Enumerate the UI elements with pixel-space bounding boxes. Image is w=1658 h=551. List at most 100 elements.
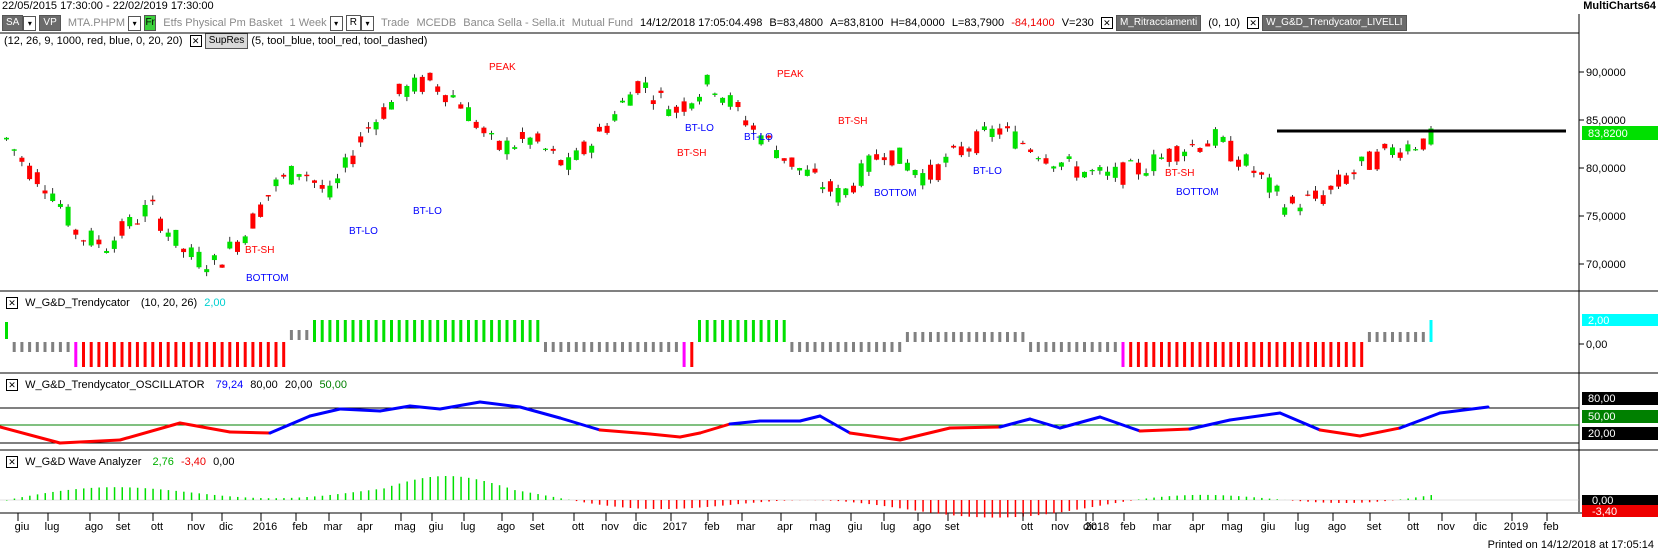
wave-bar [67, 489, 70, 500]
candle-body [342, 157, 348, 168]
wave-bar [1399, 499, 1402, 500]
candle-body [389, 101, 394, 110]
wave-bar [352, 492, 354, 500]
wave-bar [213, 494, 216, 500]
candle-body [912, 169, 918, 176]
wave-bar [906, 500, 909, 510]
wave-bar [468, 477, 470, 500]
trendycator-bar [636, 342, 640, 352]
wave-bar [329, 494, 331, 500]
candle-body [88, 230, 94, 246]
candle-body [496, 140, 502, 150]
time-axis-label: apr [1189, 521, 1205, 533]
close-oscillator-icon[interactable]: ✕ [6, 379, 18, 392]
wave-bar [290, 497, 293, 500]
wave-bar [1191, 494, 1194, 500]
trendycator-bar [1036, 342, 1040, 352]
price-annotation: PEAK [777, 69, 804, 80]
trendycator-bar [343, 320, 347, 342]
sa-dropdown-icon[interactable]: ▾ [23, 15, 37, 31]
symbol-dropdown-icon[interactable]: ▾ [128, 15, 142, 31]
wave-bar [1107, 500, 1109, 505]
trendycator-bar [852, 342, 855, 352]
wave-bar [614, 500, 616, 507]
trendycator-bar [1267, 342, 1271, 367]
candle-body [1420, 138, 1426, 150]
trendycator-bar [359, 320, 363, 342]
candle-body [1051, 166, 1057, 169]
wave-bar [891, 500, 893, 508]
trendycator-bar [274, 342, 278, 367]
study-ritracciamenti-button[interactable]: M_Ritracciamenti [1115, 15, 1202, 31]
candle-body [435, 86, 441, 92]
oscillator-level-mid: 50,00 [319, 379, 347, 391]
trendycator-bar [1283, 342, 1287, 367]
wave-bar [1299, 500, 1302, 502]
candle-body [704, 74, 710, 85]
candle-body [1005, 126, 1010, 129]
trendycator-bar [105, 342, 109, 367]
vp-button[interactable]: VP [39, 15, 61, 31]
trendycator-bar [913, 332, 917, 342]
wave-bar [930, 500, 932, 513]
wave-bar [1315, 500, 1317, 503]
wave-bar [1430, 495, 1432, 500]
time-axis-label: set [945, 521, 960, 533]
candle-body [820, 187, 826, 190]
candle-body [227, 241, 233, 249]
wave-bar [314, 496, 316, 500]
candle-body [889, 150, 895, 166]
time-axis-label: set [530, 521, 545, 533]
wave-bar [699, 500, 701, 508]
time-axis-label: mar [1153, 521, 1172, 533]
time-axis-label: nov [601, 521, 619, 533]
trendycator-bar [390, 320, 393, 342]
trendycator-bar [12, 342, 16, 352]
interval-dropdown-icon[interactable]: ▾ [329, 15, 343, 31]
wave-bar [1245, 496, 1248, 500]
candle-body [265, 195, 271, 197]
trendycator-bar [212, 342, 216, 367]
trendycator-bar [582, 342, 586, 352]
close-study1-icon[interactable]: ✕ [1100, 17, 1113, 29]
trendycator-bar [1360, 342, 1364, 367]
time-axis-label: nov [1051, 521, 1069, 533]
wave-value-pos: 2,76 [152, 456, 174, 468]
close-trendycator-icon[interactable]: ✕ [6, 297, 18, 310]
sa-button[interactable]: SA [2, 15, 24, 31]
study-livelli-button[interactable]: W_G&D_Trendycator_LIVELLI [1262, 15, 1407, 31]
trendycator-bar [905, 332, 909, 342]
trendycator-bar [1213, 342, 1217, 367]
close-wave-icon[interactable]: ✕ [6, 456, 18, 469]
oscillator-line [178, 421, 232, 434]
trendycator-bar [644, 342, 648, 352]
trendycator-bar [798, 342, 802, 352]
candle-body [1212, 129, 1218, 146]
trendycator-bar [320, 320, 324, 342]
wave-bar [1053, 500, 1055, 514]
r-button[interactable]: R [345, 15, 361, 31]
r-dropdown-icon[interactable]: ▾ [360, 15, 374, 31]
close-study2-icon[interactable]: ✕ [1247, 17, 1260, 29]
trendycator-bar [282, 342, 286, 367]
wave-bar [1338, 500, 1340, 503]
broker-label: Banca Sella - Sella.it [463, 17, 565, 29]
fr-button[interactable]: Fr [144, 15, 157, 31]
trendycator-bar [259, 342, 263, 367]
close-supres-icon[interactable]: ✕ [189, 35, 202, 47]
oscillator-line [698, 422, 732, 435]
trendycator-bar [605, 342, 609, 352]
last-price-label: 83,8200 [1588, 128, 1628, 140]
trendycator-bar [736, 320, 740, 342]
candle-body [1382, 143, 1388, 149]
trendycator-bar [1221, 342, 1225, 367]
candle-body [196, 251, 202, 268]
time-axis-label: feb [292, 521, 307, 533]
trendycator-bar [1398, 332, 1402, 342]
symbol-description: Etfs Physical Pm Basket [163, 17, 283, 29]
candle-body [1397, 152, 1403, 158]
candle-body [127, 217, 133, 227]
oscillator-line [1028, 417, 1062, 430]
time-axis-label: mag [394, 521, 415, 533]
